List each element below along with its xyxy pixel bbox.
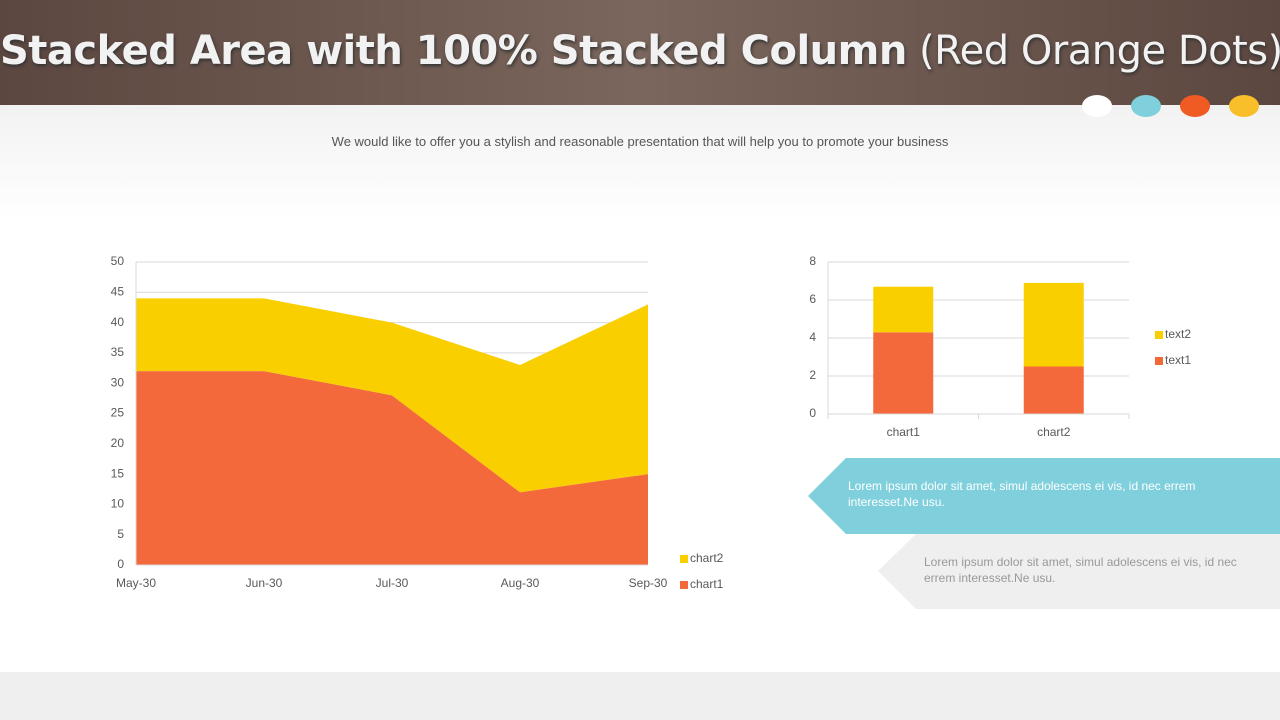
legend-label: chart2: [690, 551, 724, 565]
y-tick-label: 35: [111, 345, 125, 359]
y-tick-label: 40: [111, 315, 125, 329]
y-tick-label: 2: [809, 368, 816, 382]
y-tick-label: 4: [809, 330, 816, 344]
area: [136, 371, 648, 565]
header-band: [0, 0, 1280, 105]
legend-swatch: [1155, 357, 1163, 365]
bar: [873, 332, 934, 414]
subtitle: We would like to offer you a stylish and…: [331, 134, 949, 149]
y-tick-label: 20: [111, 436, 125, 450]
y-tick-label: 6: [809, 292, 816, 306]
x-tick-label: chart2: [1037, 425, 1071, 439]
y-tick-label: 10: [111, 497, 125, 511]
callout-text: Lorem ipsum dolor sit amet, simul adoles…: [848, 479, 1196, 509]
callout-shape: [808, 458, 1280, 534]
area: [136, 298, 648, 493]
y-tick-label: 0: [809, 406, 816, 420]
title-bold: Stacked Area with 100% Stacked Column: [0, 28, 907, 74]
callout-shape: [878, 534, 1280, 609]
y-tick-label: 30: [111, 375, 125, 389]
legend-label: chart1: [690, 577, 724, 591]
y-tick-label: 25: [111, 406, 125, 420]
y-tick-label: 45: [111, 284, 125, 298]
legend-swatch: [680, 581, 688, 589]
x-tick-label: Jul-30: [376, 576, 409, 590]
x-tick-label: Jun-30: [246, 576, 283, 590]
dot: [1229, 95, 1259, 117]
x-tick-label: Sep-30: [629, 576, 668, 590]
y-tick-label: 5: [117, 527, 124, 541]
legend-swatch: [1155, 331, 1163, 339]
y-tick-label: 8: [809, 254, 816, 268]
y-tick-label: 0: [117, 557, 124, 571]
dot: [1180, 95, 1210, 117]
x-tick-label: Aug-30: [501, 576, 540, 590]
title-light: (Red Orange Dots): [919, 28, 1280, 74]
bar: [873, 286, 934, 333]
x-tick-label: chart1: [887, 425, 921, 439]
callout-text: Lorem ipsum dolor sit amet, simul adoles…: [924, 555, 1237, 585]
y-tick-label: 15: [111, 466, 125, 480]
dot: [1131, 95, 1161, 117]
legend-label: text2: [1165, 327, 1191, 341]
legend-swatch: [680, 555, 688, 563]
bar: [1023, 282, 1084, 367]
bar: [1023, 366, 1084, 414]
dot: [1082, 95, 1112, 117]
y-tick-label: 50: [111, 254, 125, 268]
legend-label: text1: [1165, 353, 1191, 367]
x-tick-label: May-30: [116, 576, 156, 590]
footer-band: [0, 672, 1280, 720]
slide-title: Stacked Area with 100% Stacked Column (R…: [0, 28, 1280, 74]
